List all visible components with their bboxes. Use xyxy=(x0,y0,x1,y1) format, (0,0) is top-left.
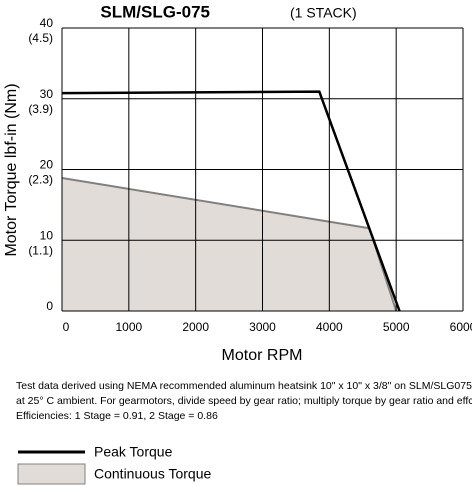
y-tick-label-nm: (2.3) xyxy=(28,173,53,187)
chart-title: SLM/SLG-075 xyxy=(100,2,210,21)
y-tick-label: 30 xyxy=(40,87,54,101)
footnote: Efficiencies: 1 Stage = 0.91, 2 Stage = … xyxy=(16,410,218,422)
y-tick-label: 10 xyxy=(40,228,54,242)
x-tick-label: 2000 xyxy=(182,320,209,334)
y-tick-label-nm: (3.9) xyxy=(28,102,53,116)
y-axis-label: Motor Torque lbf-in (Nm) xyxy=(3,83,20,256)
footnote: Test data derived using NEMA recommended… xyxy=(16,380,472,392)
line xyxy=(61,90,401,312)
chart-subtitle: (1 STACK) xyxy=(290,5,357,21)
x-tick-label: 0 xyxy=(63,320,70,334)
y-tick-label: 20 xyxy=(40,158,54,172)
x-tick-label: 1000 xyxy=(115,320,142,334)
footnote: at 25° C ambient. For gearmotors, divide… xyxy=(16,395,472,407)
legend-swatch xyxy=(17,463,86,485)
x-tick-label: 4000 xyxy=(316,320,343,334)
y-tick-label: 40 xyxy=(40,16,54,30)
legend-label: Continuous Torque xyxy=(94,466,211,482)
x-tick-label: 5000 xyxy=(383,320,410,334)
y-tick-label-nm: (1.1) xyxy=(28,243,53,257)
y-tick-label-nm: (4.5) xyxy=(28,31,53,45)
legend-label: Peak Torque xyxy=(94,444,173,460)
x-tick-label: 3000 xyxy=(249,320,276,334)
x-axis-label: Motor RPM xyxy=(222,347,303,364)
area xyxy=(62,177,397,311)
y-tick-label: 0 xyxy=(46,299,53,313)
